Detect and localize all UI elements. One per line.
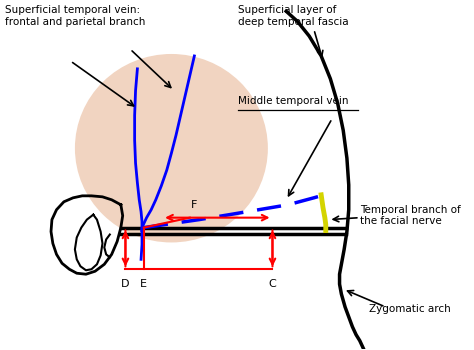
Text: Superficial temporal vein:
frontal and parietal branch: Superficial temporal vein: frontal and p… [5, 5, 146, 27]
Text: D: D [121, 279, 130, 289]
Ellipse shape [75, 54, 268, 243]
Text: F: F [191, 200, 198, 210]
Text: Middle temporal vein: Middle temporal vein [238, 96, 349, 106]
Text: Superficial layer of
deep temporal fascia: Superficial layer of deep temporal fasci… [238, 5, 349, 27]
Text: C: C [269, 279, 276, 289]
Text: E: E [140, 279, 147, 289]
Text: Temporal branch of
the facial nerve: Temporal branch of the facial nerve [360, 205, 461, 226]
Text: Zygomatic arch: Zygomatic arch [369, 304, 451, 314]
